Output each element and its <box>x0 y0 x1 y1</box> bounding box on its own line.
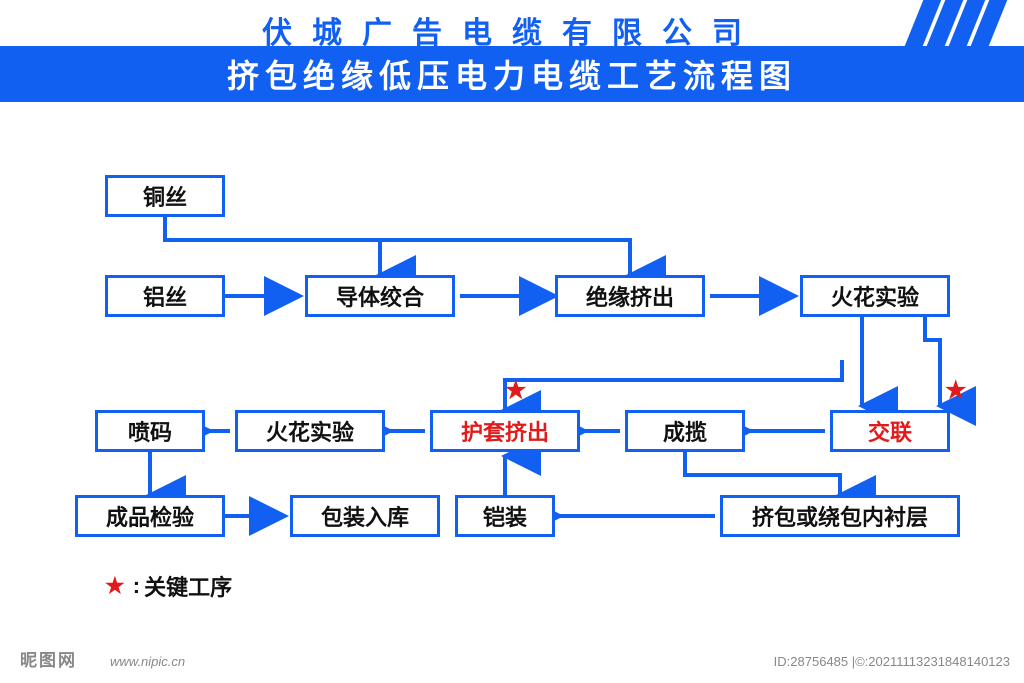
node-spark2: 火花实验 <box>235 410 385 452</box>
star-icon: ★ <box>945 376 967 405</box>
node-sheath: 护套挤出 <box>430 410 580 452</box>
star-icon: ★ <box>505 376 527 405</box>
node-cabling: 成揽 <box>625 410 745 452</box>
node-al: 铝丝 <box>105 275 225 317</box>
legend-text: 关键工序 <box>144 570 232 602</box>
subtitle-bar: 挤包绝缘低压电力电缆工艺流程图 <box>0 46 1024 102</box>
diagram-canvas: 伏城广告电缆有限公司 挤包绝缘低压电力电缆工艺流程图 铜丝铝丝导体绞合绝缘挤出火… <box>0 0 1024 683</box>
node-inner: 挤包或绕包内衬层 <box>720 495 960 537</box>
node-inkjet: 喷码 <box>95 410 205 452</box>
node-spark1: 火花实验 <box>800 275 950 317</box>
watermark-id: ID:28756485 |©:20211113231848140123 <box>774 654 1010 669</box>
legend: ★ : 关键工序 <box>105 570 232 602</box>
node-armor: 铠装 <box>455 495 555 537</box>
legend-star-icon: ★ <box>105 573 125 599</box>
node-xlink: 交联 <box>830 410 950 452</box>
header-stripes <box>914 0 1014 50</box>
node-pack: 包装入库 <box>290 495 440 537</box>
node-strand: 导体绞合 <box>305 275 455 317</box>
watermark-logo: 昵图网 <box>20 646 77 671</box>
node-copper: 铜丝 <box>105 175 225 217</box>
legend-colon: : <box>133 573 140 599</box>
watermark-url: www.nipic.cn <box>110 654 185 669</box>
subtitle-text: 挤包绝缘低压电力电缆工艺流程图 <box>227 51 797 97</box>
node-ins: 绝缘挤出 <box>555 275 705 317</box>
node-inspect: 成品检验 <box>75 495 225 537</box>
